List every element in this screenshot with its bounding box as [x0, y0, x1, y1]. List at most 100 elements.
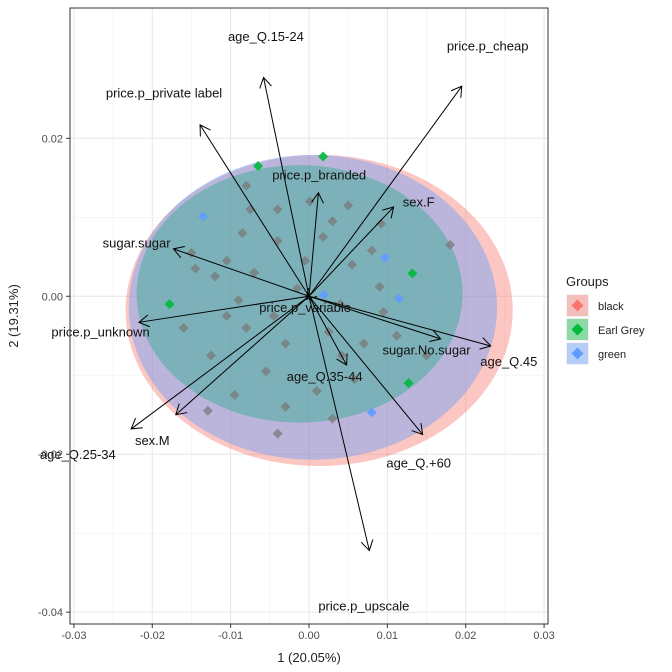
point-black	[378, 307, 389, 318]
arrow-sugar-no-sugar	[308, 295, 442, 343]
point-green	[198, 211, 209, 222]
arrow-age-q-15-24	[259, 76, 310, 297]
legend-marker-green	[571, 347, 584, 360]
point-black	[391, 330, 402, 341]
y-tick-label: -0.02	[38, 449, 63, 461]
point-earl-grey	[403, 378, 414, 389]
point-black	[327, 216, 338, 227]
point-black	[311, 386, 322, 397]
arrow-sex-m	[130, 295, 310, 430]
arrow-sex-f	[308, 206, 395, 297]
x-tick-label: 0.01	[377, 630, 398, 642]
legend: Groups black Earl Grey green	[566, 274, 645, 365]
y-tick-label: -0.04	[38, 607, 63, 619]
arrow-price-p-branded	[308, 191, 324, 297]
point-black	[260, 366, 271, 377]
label-price-p-cheap: price.p_cheap	[447, 39, 529, 54]
arrow-price-p-cheap	[308, 85, 463, 297]
x-tick-label: 0.03	[533, 630, 554, 642]
label-age-q-25-34: age_Q.25-34	[40, 447, 116, 462]
arrow-age-q-60	[308, 295, 424, 436]
point-green	[394, 293, 405, 304]
label-price-p-private-label: price.p_private label	[106, 85, 222, 100]
point-black	[366, 245, 377, 256]
point-black	[209, 271, 220, 282]
point-black	[280, 401, 291, 412]
point-green	[318, 289, 329, 300]
point-black	[374, 281, 385, 292]
point-black	[233, 295, 244, 306]
point-earl-grey	[164, 299, 175, 310]
point-black	[343, 200, 354, 211]
x-tick-label: -0.02	[140, 630, 165, 642]
ellipse-black	[125, 154, 513, 467]
label-age-q-35-44: age_Q.35-44	[287, 369, 363, 384]
label-sex-f: sex.F	[403, 194, 435, 209]
point-black	[178, 322, 189, 333]
legend-title: Groups	[566, 274, 609, 289]
y-axis-ticks: -0.04 -0.02 0.00 0.02	[38, 133, 70, 619]
point-black	[347, 259, 358, 270]
label-price-p-branded: price.p_branded	[272, 167, 366, 182]
point-black	[241, 322, 252, 333]
y-tick-label: 0.02	[42, 133, 63, 145]
label-sex-m: sex.M	[135, 433, 170, 448]
point-black	[221, 311, 232, 321]
point-black	[349, 374, 360, 385]
x-axis-ticks: -0.03 -0.02 -0.01 0.00 0.01 0.02 0.03	[61, 624, 555, 642]
x-axis-title: 1 (20.05%)	[277, 650, 341, 665]
label-price-p-variable: price.p_variable	[259, 300, 351, 315]
y-tick-label: 0.00	[42, 291, 63, 303]
point-black	[335, 299, 346, 310]
point-black	[221, 255, 232, 266]
label-price-p-unknown: price.p_unknown	[51, 325, 149, 340]
point-black	[318, 232, 329, 243]
x-tick-label: -0.03	[61, 630, 86, 642]
point-black	[241, 180, 252, 191]
point-black	[229, 389, 240, 400]
point-black	[421, 350, 432, 361]
label-price-p-upscale: price.p_upscale	[318, 599, 409, 614]
group-ellipses	[125, 154, 513, 467]
legend-label-black: black	[598, 301, 624, 313]
x-tick-label: -0.01	[218, 630, 243, 642]
arrow-price-p-private-label	[199, 124, 310, 297]
point-earl-grey	[407, 268, 418, 279]
arrow-price-p-unknown	[137, 295, 310, 328]
arrow-age-q-25-34	[175, 295, 310, 416]
label-age-q-15-24: age_Q.15-24	[228, 29, 304, 44]
point-black	[280, 338, 291, 349]
point-black	[190, 263, 201, 274]
legend-marker-black	[571, 299, 584, 312]
ellipse-earl-grey	[136, 165, 463, 423]
point-black	[202, 405, 213, 416]
point-black	[376, 218, 387, 229]
arrow-sugar-sugar	[172, 246, 310, 297]
legend-marker-earl-grey	[571, 323, 584, 336]
label-age-q-60: age_Q.+60	[386, 456, 451, 471]
arrow-price-p-upscale	[308, 296, 374, 552]
legend-label-earl-grey: Earl Grey	[598, 325, 645, 337]
legend-label-green: green	[598, 349, 626, 361]
point-green	[380, 252, 391, 263]
label-age-q-45: age_Q.45	[480, 354, 537, 369]
grid-lines	[70, 8, 548, 624]
label-sugar-sugar: sugar.sugar	[103, 235, 172, 250]
point-earl-grey	[253, 160, 264, 171]
point-black	[249, 267, 260, 278]
point-black	[186, 247, 197, 258]
x-tick-label: 0.02	[455, 630, 476, 642]
point-black	[272, 204, 283, 215]
point-black	[268, 311, 279, 321]
point-black	[237, 228, 248, 239]
x-tick-label: 0.00	[298, 630, 319, 642]
arrow-age-q-35-44	[308, 296, 348, 366]
point-green	[366, 407, 377, 418]
point-black	[206, 350, 217, 361]
point-black	[358, 338, 369, 349]
variable-arrows	[130, 76, 492, 552]
point-black	[327, 413, 338, 424]
point-black	[445, 239, 456, 250]
y-axis-title: 2 (19.31%)	[6, 284, 21, 348]
